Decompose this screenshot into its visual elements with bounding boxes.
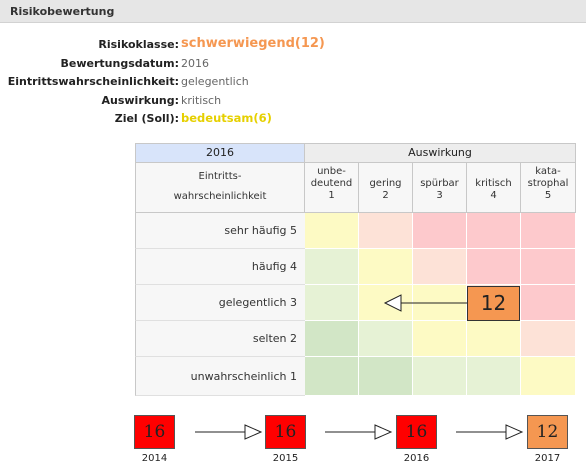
history-arrow-icon xyxy=(456,424,524,440)
likelihood-row-5: sehr häufig 5 xyxy=(135,213,305,249)
matrix-cell[interactable] xyxy=(413,249,467,285)
risikoklasse-value: schwerwiegend(12) xyxy=(181,36,325,51)
history-year-label: 2017 xyxy=(534,453,561,464)
impact-header: Auswirkung xyxy=(305,143,576,163)
history-arrow-icon xyxy=(325,424,393,440)
impact-column-line: 1 xyxy=(328,190,335,201)
impact-column-line: strophal xyxy=(527,178,569,189)
matrix-cell[interactable] xyxy=(305,321,359,357)
matrix-cell[interactable] xyxy=(521,213,576,249)
likelihood-row-1: unwahrscheinlich 1 xyxy=(135,357,305,396)
matrix-cell[interactable] xyxy=(467,321,521,357)
impact-column-5: kata- strophal 5 xyxy=(521,163,576,213)
impact-column-line: 5 xyxy=(544,190,552,201)
history-box-2015: 16 xyxy=(265,415,306,449)
impact-column-line: 4 xyxy=(490,190,497,201)
panel-header: Risikobewertung xyxy=(0,0,586,23)
panel-title: Risikobewertung xyxy=(10,5,115,18)
target-arrow-icon xyxy=(383,294,467,312)
matrix-cell[interactable] xyxy=(305,249,359,285)
info-label: Eintrittswahrscheinlichkeit: xyxy=(7,75,179,88)
matrix-cell[interactable] xyxy=(521,285,576,321)
current-risk-marker[interactable]: 12 xyxy=(467,286,520,321)
likelihood-row-4: häufig 4 xyxy=(135,249,305,285)
impact-column-line: 3 xyxy=(436,190,443,201)
risk-matrix: 2016 Auswirkung Eintritts- wahrscheinlic… xyxy=(135,143,576,396)
info-row-risikoklasse: Risikoklasse: schwerwiegend(12) xyxy=(0,36,586,56)
matrix-cell[interactable] xyxy=(359,249,413,285)
info-label: Risikoklasse: xyxy=(98,38,179,51)
matrix-cell[interactable] xyxy=(467,213,521,249)
info-row-eintrittswahrscheinlichkeit: Eintrittswahrscheinlichkeit: gelegentlic… xyxy=(0,75,586,93)
impact-column-line: deutend xyxy=(310,178,353,189)
likelihood-row-2: selten 2 xyxy=(135,321,305,357)
matrix-cell[interactable] xyxy=(413,213,467,249)
eintrittswahrscheinlichkeit-value: gelegentlich xyxy=(181,75,249,88)
history-year-label: 2016 xyxy=(403,453,430,464)
matrix-cell[interactable] xyxy=(359,213,413,249)
matrix-cell[interactable] xyxy=(305,213,359,249)
matrix-cell[interactable] xyxy=(467,357,521,396)
info-label: Ziel (Soll): xyxy=(114,112,179,125)
impact-column-2: gering 2 xyxy=(359,163,413,213)
matrix-cell[interactable] xyxy=(521,249,576,285)
matrix-cell[interactable] xyxy=(521,321,576,357)
matrix-cell[interactable] xyxy=(359,357,413,396)
info-row-auswirkung: Auswirkung: kritisch xyxy=(0,94,586,112)
matrix-cell[interactable] xyxy=(305,285,359,321)
ziel-value: bedeutsam(6) xyxy=(181,111,272,125)
history-box-2014: 16 xyxy=(134,415,175,449)
impact-column-3: spürbar 3 xyxy=(413,163,467,213)
matrix-cell[interactable] xyxy=(359,321,413,357)
auswirkung-value: kritisch xyxy=(181,94,222,107)
bewertungsdatum-value: 2016 xyxy=(181,57,209,70)
matrix-cell[interactable] xyxy=(467,249,521,285)
likelihood-row-3: gelegentlich 3 xyxy=(135,285,305,321)
info-row-bewertungsdatum: Bewertungsdatum: 2016 xyxy=(0,57,586,75)
matrix-year-header: 2016 xyxy=(135,143,305,163)
history-arrow-icon xyxy=(195,424,263,440)
matrix-cell[interactable] xyxy=(413,321,467,357)
info-row-ziel: Ziel (Soll): bedeutsam(6) xyxy=(0,111,586,130)
impact-column-4: kritisch 4 xyxy=(467,163,521,213)
matrix-cell[interactable] xyxy=(413,357,467,396)
history-year-label: 2014 xyxy=(141,453,168,464)
likelihood-header: Eintritts- wahrscheinlichkeit xyxy=(135,163,305,213)
matrix-cell[interactable] xyxy=(521,357,576,396)
info-label: Bewertungsdatum: xyxy=(60,57,179,70)
impact-column-line: kritisch xyxy=(475,178,512,189)
info-label: Auswirkung: xyxy=(101,94,180,107)
history-box-2016: 16 xyxy=(396,415,437,449)
impact-column-line: unbe- xyxy=(317,166,346,177)
likelihood-header-line: wahrscheinlichkeit xyxy=(173,191,267,202)
impact-column-line: gering xyxy=(369,178,402,189)
impact-column-1: unbe- deutend 1 xyxy=(305,163,359,213)
impact-column-line: 2 xyxy=(382,190,389,201)
impact-column-line: spürbar xyxy=(420,178,459,189)
history-box-2017: 12 xyxy=(527,415,568,449)
matrix-cell[interactable] xyxy=(305,357,359,396)
impact-column-line: kata- xyxy=(535,166,561,177)
likelihood-header-line: Eintritts- xyxy=(198,171,242,182)
history-year-label: 2015 xyxy=(272,453,299,464)
